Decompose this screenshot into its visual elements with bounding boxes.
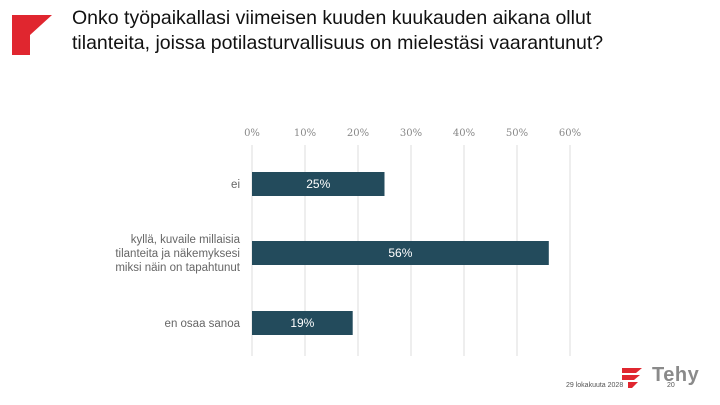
data-label: 19% (290, 316, 314, 330)
category-label: miksi näin on tapahtunut (115, 262, 240, 274)
x-axis-ticks: 0% 10% 20% 30% 40% 50% 60% (244, 128, 581, 139)
x-tick-label: 60% (559, 128, 581, 139)
x-tick-label: 10% (294, 128, 316, 139)
x-tick-label: 40% (453, 128, 475, 139)
bar (252, 241, 549, 265)
page-number: 20 (667, 382, 675, 389)
category-label: kyllä, kuvaile millaisia (131, 234, 241, 246)
category-label: en osaa sanoa (165, 318, 241, 330)
bar (252, 311, 353, 335)
bar (252, 172, 385, 196)
slide-title: Onko työpaikallasi viimeisen kuuden kuuk… (72, 7, 604, 54)
category-label: tilanteita ja näkemyksesi (115, 248, 240, 260)
data-labels: 25% 56% 19% (290, 177, 412, 330)
data-label: 56% (388, 246, 412, 260)
x-tick-label: 30% (400, 128, 422, 139)
corner-accent-icon (12, 15, 52, 55)
category-label: ei (231, 179, 240, 191)
x-tick-label: 0% (244, 128, 260, 139)
category-labels: ei kyllä, kuvaile millaisia tilanteita ja … (115, 179, 240, 330)
data-label: 25% (306, 177, 330, 191)
logo-text: Tehy (652, 364, 700, 386)
tehy-logo-icon (622, 368, 642, 388)
bars (252, 172, 549, 335)
x-tick-label: 20% (347, 128, 369, 139)
footer-date: 29 lokakuuta 2028 (566, 382, 624, 389)
x-tick-label: 50% (506, 128, 528, 139)
